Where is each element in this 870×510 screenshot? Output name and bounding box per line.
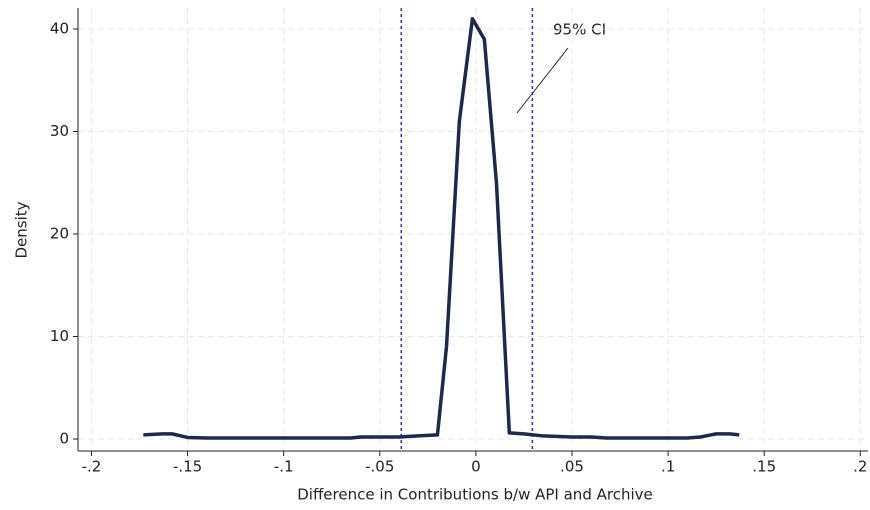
x-tick-label: -.05 (365, 458, 394, 476)
x-tick-label: -.15 (173, 458, 202, 476)
x-tick-label: .05 (560, 458, 584, 476)
x-axis-title: Difference in Contributions b/w API and … (297, 486, 652, 504)
x-tick-label: .15 (752, 458, 776, 476)
density-line (143, 17, 740, 440)
x-tick-label: -.2 (82, 458, 102, 476)
x-tick-label: 0 (471, 458, 481, 476)
x-tick-label: -.1 (274, 458, 294, 476)
y-tick-label: 30 (50, 122, 69, 140)
annotation-pointer (516, 47, 569, 114)
y-tick-label: 40 (50, 20, 69, 38)
x-tick-label: .2 (853, 458, 867, 476)
y-tick-label: 0 (59, 430, 69, 448)
x-tick-label: .1 (661, 458, 675, 476)
y-axis-title: Density (13, 201, 31, 258)
y-tick-label: 10 (50, 327, 69, 345)
y-tick-label: 20 (50, 225, 69, 243)
